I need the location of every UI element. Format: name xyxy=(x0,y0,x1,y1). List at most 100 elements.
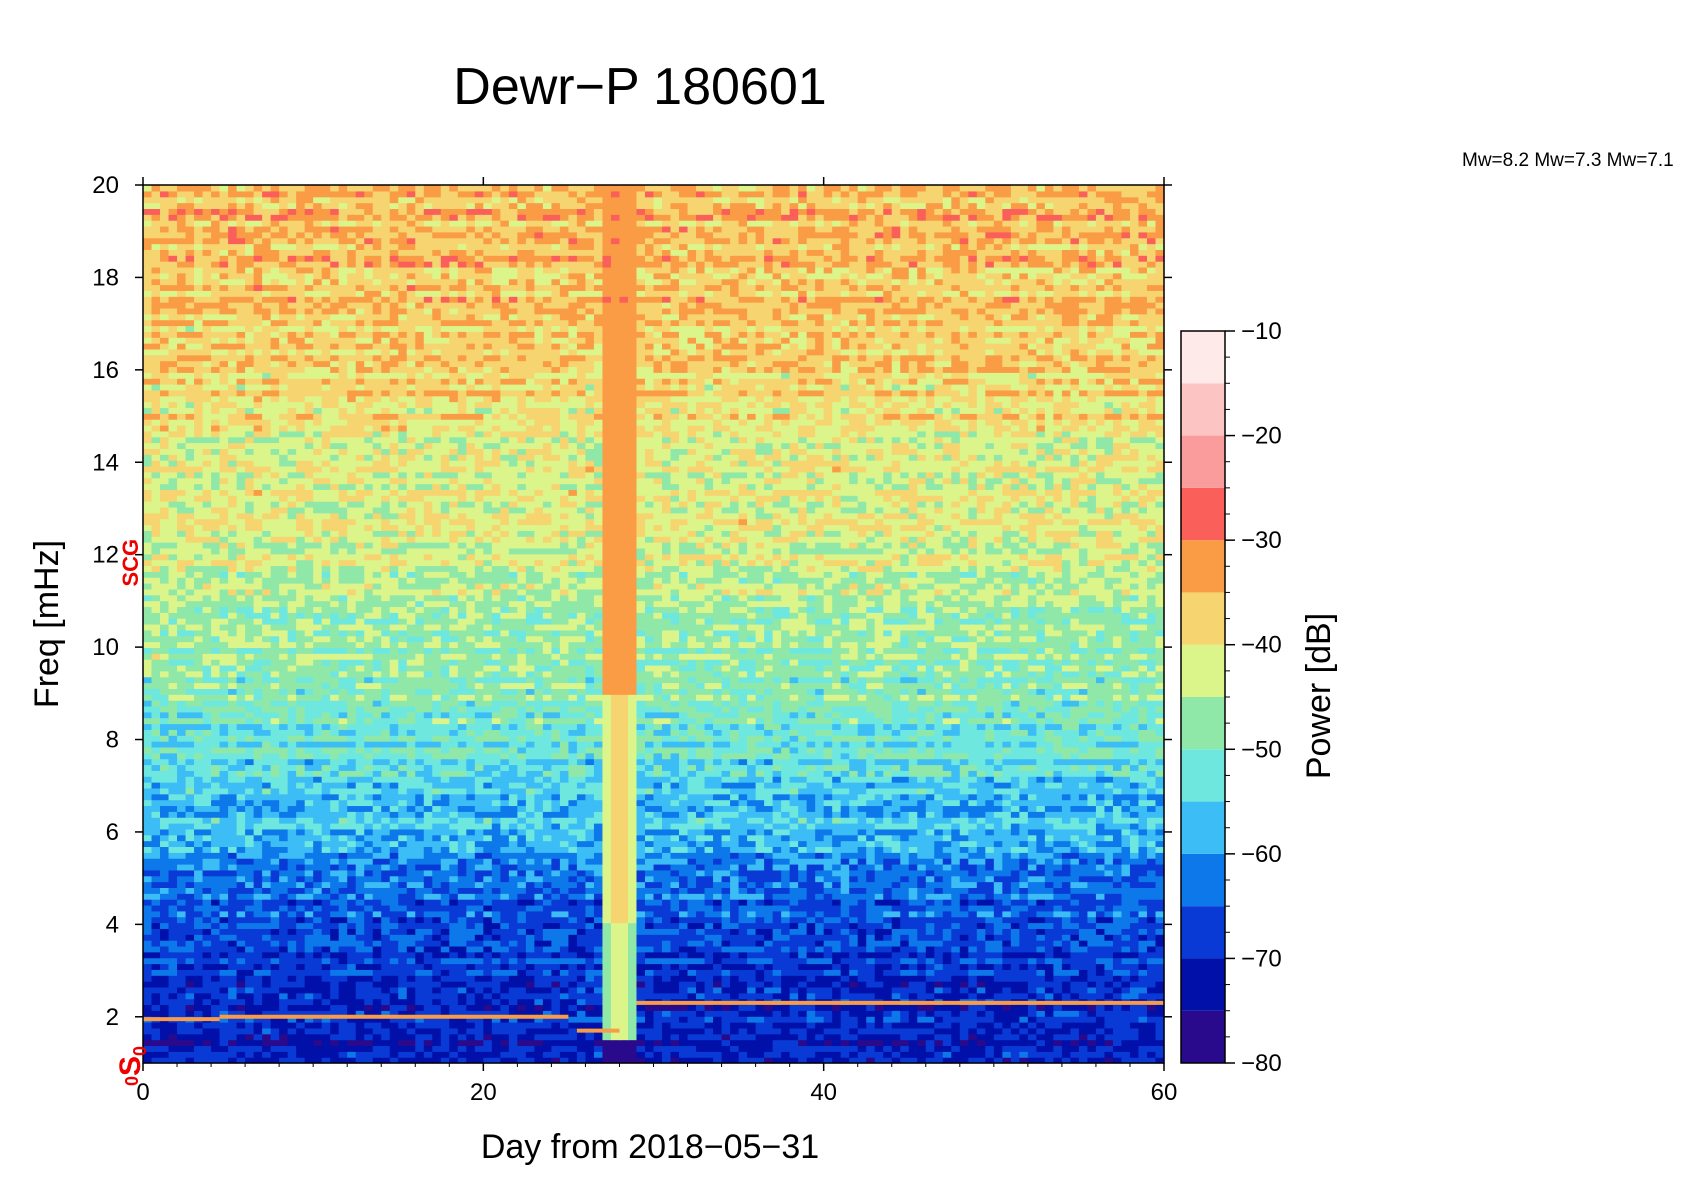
heatmap-cell xyxy=(1121,1010,1131,1017)
heatmap-cell xyxy=(262,869,272,877)
heatmap-cell xyxy=(508,1022,518,1029)
heatmap-cell xyxy=(815,899,825,906)
heatmap-cell xyxy=(925,1004,935,1011)
heatmap-cell xyxy=(781,1004,791,1011)
heatmap-cell xyxy=(1061,945,1072,953)
heatmap-cell xyxy=(1078,863,1089,871)
heatmap-cell xyxy=(1155,869,1165,877)
heatmap-cell xyxy=(662,928,672,935)
heatmap-cell xyxy=(1010,951,1020,959)
heatmap-cell xyxy=(891,1010,901,1017)
heatmap-cell xyxy=(551,981,561,988)
heatmap-cell xyxy=(636,1010,646,1017)
heatmap-cell xyxy=(287,963,297,970)
heatmap-cell xyxy=(338,981,348,988)
heatmap-cell xyxy=(704,1045,714,1052)
heatmap-cell xyxy=(381,875,391,883)
heatmap-cell xyxy=(636,969,646,976)
heatmap-cell xyxy=(466,863,476,871)
heatmap-cell xyxy=(279,981,289,988)
heatmap-cell xyxy=(772,1039,782,1047)
heatmap-cell xyxy=(1104,1010,1114,1017)
heatmap-cell xyxy=(211,899,221,906)
heatmap-cell xyxy=(364,904,374,912)
heatmap-cell xyxy=(525,1027,535,1035)
heatmap-cell xyxy=(551,846,561,853)
heatmap-cell xyxy=(381,998,391,1006)
heatmap-cell xyxy=(406,1033,416,1041)
heatmap-cell xyxy=(245,852,255,859)
heatmap-cell xyxy=(721,875,731,883)
heatmap-cell xyxy=(1095,1057,1106,1064)
heatmap-cell xyxy=(483,1039,493,1047)
heatmap-cell xyxy=(525,823,535,830)
heatmap-cell xyxy=(347,893,357,900)
heatmap-cell xyxy=(1010,1039,1020,1047)
heatmap-cell xyxy=(1121,863,1131,871)
heatmap-cell xyxy=(585,834,595,842)
heatmap-cell xyxy=(1070,904,1080,912)
heatmap-cell xyxy=(917,969,927,976)
heatmap-cell xyxy=(160,1039,170,1047)
heatmap-cell xyxy=(1002,934,1012,941)
heatmap-cell xyxy=(738,840,748,848)
heatmap-cell xyxy=(185,981,195,988)
heatmap-cell xyxy=(781,951,791,959)
heatmap-cell xyxy=(245,834,255,842)
heatmap-cell xyxy=(389,852,399,859)
heatmap-cell xyxy=(304,1027,314,1035)
heatmap-cell xyxy=(1010,1051,1020,1058)
heatmap-cell xyxy=(721,1033,731,1041)
heatmap-cell xyxy=(942,1027,952,1035)
heatmap-cell xyxy=(730,1010,740,1017)
heatmap-cell xyxy=(517,846,527,853)
heatmap-cell xyxy=(1027,1016,1037,1023)
heatmap-cell xyxy=(551,1051,561,1058)
heatmap-cell xyxy=(279,1051,289,1058)
heatmap-cell xyxy=(559,986,570,994)
heatmap-cell xyxy=(313,834,323,842)
heatmap-cell xyxy=(381,828,391,836)
heatmap-cell xyxy=(381,846,391,853)
heatmap-cell xyxy=(993,934,1003,941)
heatmap-cell xyxy=(593,922,604,929)
heatmap-cell xyxy=(1036,940,1046,947)
heatmap-cell xyxy=(347,846,357,853)
heatmap-cell xyxy=(1002,887,1012,894)
heatmap-cell xyxy=(1146,1004,1157,1011)
heatmap-cell xyxy=(542,934,552,941)
heatmap-cell xyxy=(747,1039,757,1047)
heatmap-cell xyxy=(355,1027,365,1035)
heatmap-cell xyxy=(1078,1027,1089,1035)
heatmap-cell xyxy=(576,916,587,924)
heatmap-cell xyxy=(764,823,774,830)
heatmap-cell xyxy=(228,1039,238,1047)
heatmap-cell xyxy=(764,899,774,906)
heatmap-cell xyxy=(406,899,416,906)
heatmap-cell xyxy=(491,881,501,888)
heatmap-cell xyxy=(1121,975,1131,982)
heatmap-cell xyxy=(832,1033,842,1041)
heatmap-cell xyxy=(440,986,450,994)
heatmap-cell xyxy=(466,834,476,842)
heatmap-cell xyxy=(1002,1016,1012,1023)
heatmap-cell xyxy=(696,940,706,947)
heatmap-cell xyxy=(670,975,680,982)
heatmap-cell xyxy=(321,951,331,959)
heatmap-cell xyxy=(202,957,212,965)
heatmap-cell xyxy=(798,869,808,877)
heatmap-cell xyxy=(942,899,952,906)
heatmap-cell xyxy=(798,969,808,976)
heatmap-cell xyxy=(313,945,323,953)
heatmap-cell xyxy=(440,910,450,918)
heatmap-cell xyxy=(670,981,680,988)
heatmap-cell xyxy=(202,945,212,953)
heatmap-cell xyxy=(1019,1022,1029,1029)
heatmap-cell xyxy=(704,863,714,871)
heatmap-cell xyxy=(245,869,255,877)
heatmap-cell xyxy=(730,981,740,988)
heatmap-cell xyxy=(143,899,153,906)
heatmap-cell xyxy=(219,823,229,830)
heatmap-cell xyxy=(194,910,204,918)
heatmap-cell xyxy=(304,863,314,871)
